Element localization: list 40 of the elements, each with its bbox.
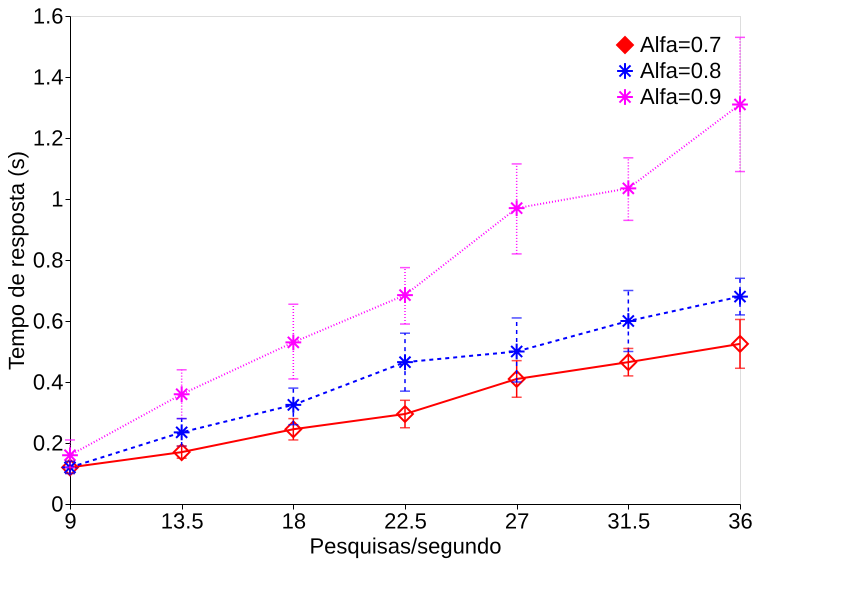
x-tick-label: 31.5 (607, 508, 650, 534)
point (172, 443, 191, 462)
y-axis-title: Tempo de resposta (s) (4, 151, 29, 370)
point (172, 423, 191, 442)
x-axis-title: Pesquisas/segundo (309, 534, 502, 558)
y-tick-label: 0 (51, 492, 64, 516)
point (284, 396, 302, 414)
legend-label: Alfa=0.8 (640, 58, 722, 83)
point (396, 353, 414, 372)
x-tick-label: 27 (504, 508, 530, 534)
x-tick-label: 36 (728, 508, 753, 534)
point (396, 405, 414, 423)
x-tick-label: 9 (64, 508, 77, 534)
y-tick-label: 0.6 (32, 308, 64, 334)
point (61, 446, 79, 464)
y-tick-label: 1.2 (32, 126, 64, 150)
y-tick-label: 1 (51, 186, 64, 212)
point (508, 342, 526, 360)
y-tick-label: 1.4 (32, 64, 64, 90)
point (508, 199, 526, 218)
point (284, 420, 302, 438)
legend-label: Alfa=0.9 (640, 84, 722, 109)
point (508, 370, 526, 388)
x-tick-label: 18 (282, 508, 306, 534)
x-tick-label: 13.5 (160, 508, 204, 534)
x-tick-label: 22.5 (384, 508, 427, 534)
point (731, 288, 749, 306)
y-tick-label: 0.8 (32, 248, 64, 272)
point (619, 353, 638, 372)
point (284, 333, 302, 352)
legend-label: Alfa=0.7 (640, 32, 722, 57)
point (619, 179, 638, 198)
point (619, 312, 638, 330)
y-tick-label: 0.2 (32, 430, 64, 456)
y-tick-label: 1.6 (32, 4, 64, 28)
y-tick-label: 0.4 (32, 370, 64, 394)
point (172, 385, 191, 404)
point (396, 286, 414, 304)
point (731, 96, 749, 114)
point (731, 334, 749, 353)
